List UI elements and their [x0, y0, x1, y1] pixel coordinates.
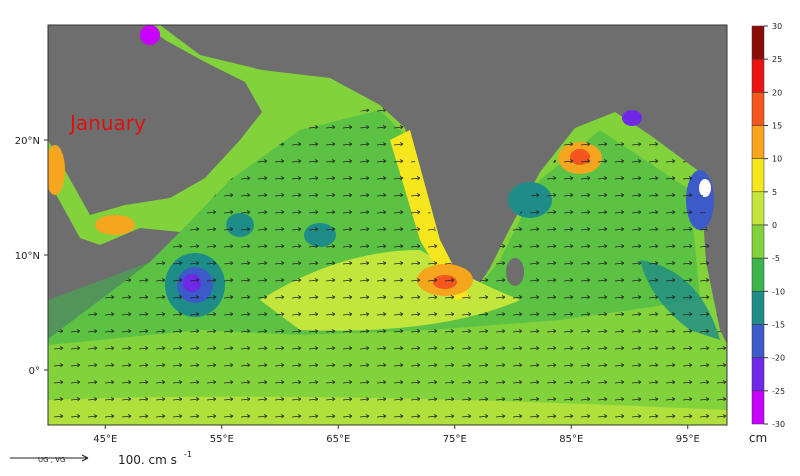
lat-tick-label: 10°N	[15, 251, 40, 262]
sri-lanka	[506, 258, 524, 286]
colorbar-segment	[751, 291, 765, 325]
colorbar-segment	[751, 390, 765, 425]
colorbar-tick-label: 20	[772, 88, 782, 97]
lon-tick-label: 55°E	[210, 434, 234, 445]
colorbar-tick-label: 25	[772, 55, 782, 64]
colorbar-segment	[751, 191, 765, 226]
colorbar-segment	[751, 58, 765, 93]
vector-legend-scale: 100. cm s	[118, 453, 177, 467]
month-label: January	[68, 111, 146, 135]
colorbar-segment	[751, 125, 765, 159]
map-frame	[47, 24, 728, 426]
colorbar-tick-label: 10	[772, 155, 782, 164]
colorbar-tick-label: 30	[772, 22, 782, 31]
colorbar-segment	[751, 324, 765, 358]
vector-legend-label: UG , VG	[38, 456, 65, 464]
colorbar-tick-label: 5	[772, 188, 777, 197]
reference-arrow-head	[81, 454, 89, 462]
colorbar-tick-label: -5	[772, 254, 780, 263]
lat-tick-label: 20°N	[15, 136, 40, 147]
colorbar-segment	[751, 25, 765, 60]
colorbar-tick-label: 0	[772, 221, 777, 230]
colorbar-tick-label: -25	[772, 387, 785, 396]
colorbar-unit: cm	[749, 431, 767, 445]
colorbar-segment	[751, 224, 765, 259]
lon-tick-label: 95°E	[676, 434, 700, 445]
colorbar-tick-label: 15	[772, 122, 782, 131]
colorbar-tick-label: -30	[772, 420, 785, 429]
vector-legend-exponent: -1	[184, 450, 192, 459]
lon-tick-label: 65°E	[326, 434, 350, 445]
colorbar-tick-label: -20	[772, 354, 785, 363]
map-body	[48, 25, 727, 425]
lat-tick-label: 0°	[29, 366, 40, 377]
lon-tick-label: 75°E	[443, 434, 467, 445]
lon-tick-label: 45°E	[93, 434, 117, 445]
colorbar-segment	[751, 357, 765, 392]
lon-tick-label: 85°E	[559, 434, 583, 445]
colorbar-segment	[751, 257, 765, 292]
colorbar-tick-label: -10	[772, 287, 785, 296]
colorbar-segment	[751, 158, 765, 193]
current-vectors	[48, 105, 727, 425]
colorbar-tick-label: -15	[772, 321, 785, 330]
colorbar-segment	[751, 92, 765, 126]
